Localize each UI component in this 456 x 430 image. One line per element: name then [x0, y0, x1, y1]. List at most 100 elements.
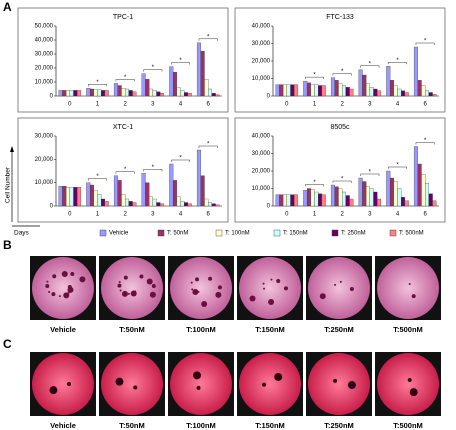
bar: [365, 186, 370, 207]
bar: [176, 196, 181, 207]
bar: [156, 202, 161, 207]
bar: [176, 87, 181, 97]
photo-label: Vehicle: [50, 421, 76, 430]
bar: [148, 196, 153, 207]
significance-bracket: [88, 178, 107, 181]
legend-label: T: 50nM: [167, 231, 188, 237]
bar: [69, 90, 74, 97]
y-tick-label: 20,000: [35, 157, 54, 163]
x-tick-label: 0: [285, 102, 289, 108]
colony: [61, 271, 68, 278]
y-tick-label: 10,000: [35, 80, 54, 86]
bar: [417, 80, 422, 97]
bar: [282, 84, 287, 97]
bar: [386, 170, 391, 207]
bar: [141, 73, 146, 97]
significance-bracket: [198, 38, 218, 41]
colony: [79, 276, 86, 283]
bar: [404, 200, 409, 207]
bar: [145, 182, 150, 207]
chart-title: TPC-1: [113, 14, 133, 21]
bar: [377, 90, 382, 97]
photo-well: [377, 257, 439, 319]
panel-label: B: [3, 238, 12, 252]
y-tick-label: 40,000: [252, 24, 271, 30]
bar: [421, 174, 426, 207]
bar: [432, 200, 437, 207]
bar: [156, 91, 161, 97]
bar: [73, 187, 78, 207]
x-tick-label: 0: [68, 212, 72, 218]
colony: [276, 278, 281, 283]
arrow-head: [10, 146, 14, 152]
y-tick-label: 30,000: [35, 52, 54, 58]
x-tick-label: 6: [206, 212, 210, 218]
photo-label: T:250nM: [324, 325, 354, 334]
chart-title: XTC-1: [113, 124, 133, 131]
bar: [290, 194, 295, 207]
colony: [121, 290, 128, 297]
chart-frame: [234, 117, 446, 223]
bar: [128, 90, 133, 97]
significance-label: *: [313, 73, 316, 79]
bar: [141, 173, 146, 207]
significance-bracket: [171, 159, 190, 162]
bar: [58, 90, 63, 97]
bar: [97, 89, 102, 97]
photo-label: T:50nM: [119, 325, 144, 334]
colony: [407, 377, 412, 382]
bar: [208, 88, 213, 97]
bar: [303, 190, 308, 207]
bar: [215, 94, 220, 97]
bar: [404, 92, 409, 97]
bar: [160, 203, 165, 207]
bar: [172, 72, 177, 97]
photo-well: [101, 353, 163, 415]
bar: [286, 84, 291, 97]
bar: [215, 204, 220, 207]
y-tick-label: 20,000: [252, 59, 271, 65]
bar: [282, 194, 287, 207]
legend-label: T: 500nM: [399, 231, 424, 237]
bar: [172, 180, 177, 207]
significance-label: *: [152, 165, 155, 171]
bar: [196, 42, 201, 97]
photo-well: [308, 257, 370, 319]
significance-label: *: [207, 34, 210, 40]
bar: [306, 188, 311, 207]
legend-swatch: [99, 229, 107, 237]
chart-frame: [17, 117, 229, 223]
bar: [113, 83, 118, 97]
bar: [77, 90, 82, 97]
bar: [58, 186, 63, 207]
bar: [180, 90, 185, 97]
bar: [148, 88, 153, 97]
chart-title: 8505c: [330, 124, 350, 131]
colony: [48, 291, 51, 294]
colony: [51, 292, 56, 297]
bar: [306, 82, 311, 97]
colony: [349, 287, 354, 292]
significance-bracket: [332, 73, 352, 76]
x-tick-label: 3: [151, 212, 155, 218]
colony: [117, 283, 122, 288]
bar: [187, 93, 192, 97]
colony: [133, 385, 138, 390]
bar: [101, 90, 106, 97]
bar: [117, 180, 122, 207]
significance-bracket: [198, 145, 218, 148]
bar: [208, 202, 213, 207]
bar: [428, 92, 433, 97]
significance-label: *: [396, 163, 399, 169]
bar: [338, 188, 343, 207]
x-tick-label: 6: [206, 102, 210, 108]
significance-bracket: [360, 173, 380, 176]
colony: [151, 283, 156, 288]
colony: [115, 377, 124, 386]
y-tick-label: 10,000: [252, 76, 271, 82]
bar: [290, 84, 295, 97]
photo-well: [308, 353, 370, 415]
significance-label: *: [124, 75, 127, 81]
significance-bracket: [143, 169, 163, 172]
bar: [125, 198, 130, 207]
